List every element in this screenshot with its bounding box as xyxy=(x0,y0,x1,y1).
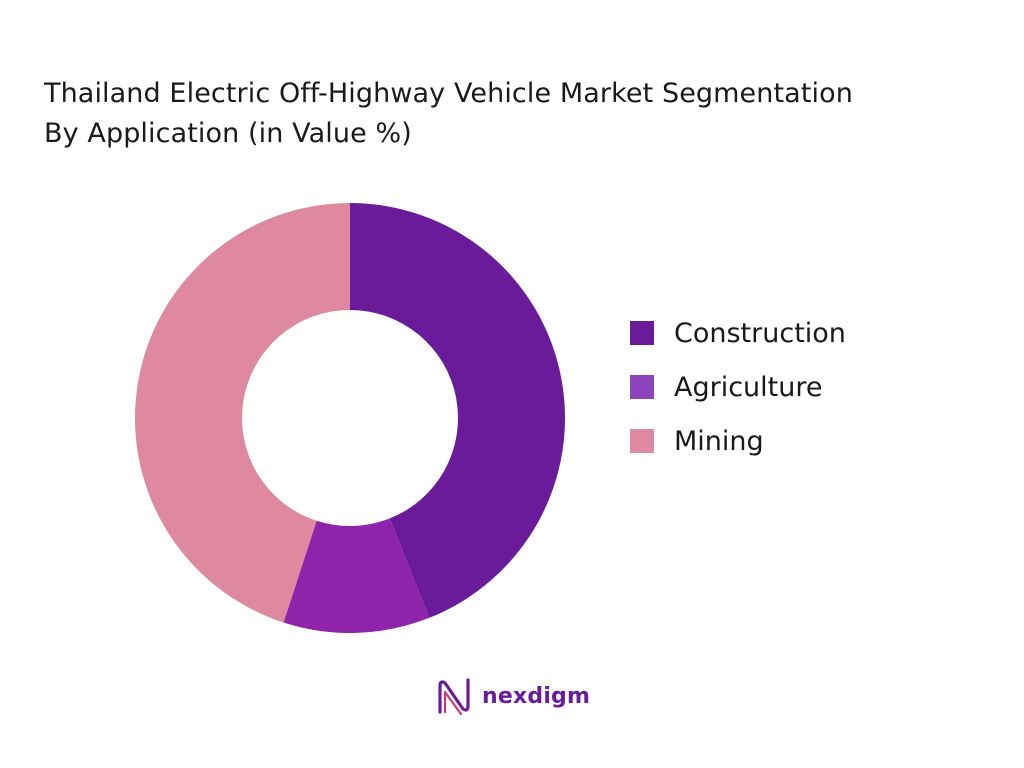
brand-footer: nexdigm xyxy=(436,676,590,716)
donut-slice-mining xyxy=(134,203,350,623)
chart-title-line-2: By Application (in Value %) xyxy=(44,118,412,149)
donut-slice-construction xyxy=(350,203,566,618)
legend-swatch-construction xyxy=(630,321,654,345)
legend-label-mining: Mining xyxy=(674,425,764,457)
nexdigm-logo-icon xyxy=(438,678,470,716)
donut-slice-agriculture xyxy=(283,518,430,633)
legend-item-mining: Mining xyxy=(630,414,846,468)
chart-legend: Construction Agriculture Mining xyxy=(630,306,846,468)
chart-title-line-1: Thailand Electric Off-Highway Vehicle Ma… xyxy=(44,78,853,109)
legend-swatch-mining xyxy=(630,429,654,453)
legend-label-construction: Construction xyxy=(674,317,846,349)
legend-item-agriculture: Agriculture xyxy=(630,360,846,414)
legend-label-agriculture: Agriculture xyxy=(674,371,823,403)
chart-title: Thailand Electric Off-Highway Vehicle Ma… xyxy=(44,74,984,154)
brand-name: nexdigm xyxy=(482,683,591,709)
legend-item-construction: Construction xyxy=(630,306,846,360)
legend-swatch-agriculture xyxy=(630,375,654,399)
